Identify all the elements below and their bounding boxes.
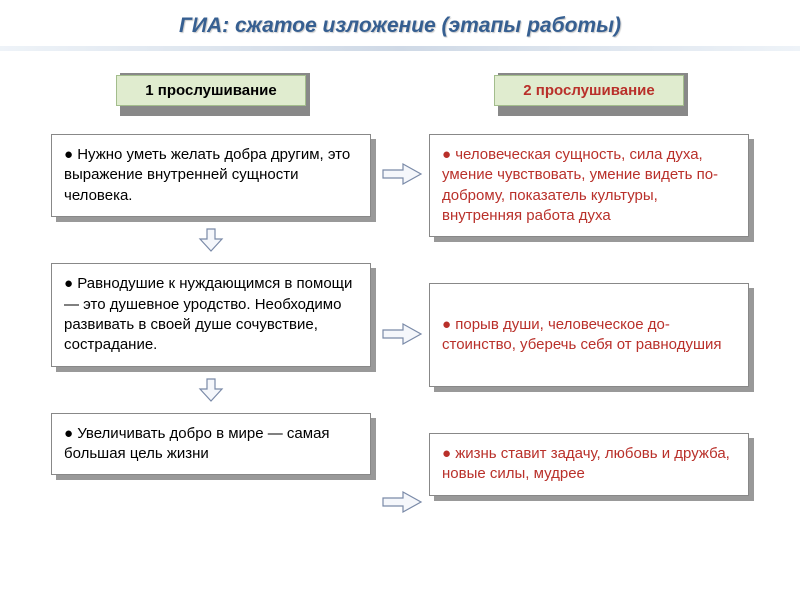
page-title: ГИА: сжатое изложение (этапы работы) bbox=[0, 0, 800, 46]
arrow-right-3 bbox=[381, 490, 423, 514]
right-box-2: ● порыв души, человеческое до­стоинство,… bbox=[429, 283, 749, 387]
header-left: 1 прослушивание bbox=[116, 69, 306, 112]
arrow-down-2 bbox=[196, 377, 226, 403]
right-box-3: ● жизнь ставит задачу, любовь и дружба, … bbox=[429, 433, 749, 496]
arrow-right-2 bbox=[381, 322, 423, 346]
right-box-2-text: ● порыв души, человеческое до­стоинство,… bbox=[442, 315, 736, 356]
header-right: 2 прослушивание bbox=[494, 69, 684, 112]
arrow-right-1 bbox=[381, 162, 423, 186]
right-box-1: ● человеческая сущность, сила духа, умен… bbox=[429, 134, 749, 237]
arrow-down-1 bbox=[196, 227, 226, 253]
left-box-2: ● Равнодушие к нуждающимся в помощи — эт… bbox=[51, 263, 371, 367]
left-box-3: ● Увеличивать добро в мире — самая больш… bbox=[51, 413, 371, 476]
left-box-3-text: ● Увеличивать добро в мире — самая больш… bbox=[64, 424, 358, 465]
header-right-label: 2 прослушивание bbox=[494, 75, 684, 106]
right-box-1-text: ● человеческая сущность, сила духа, умен… bbox=[442, 145, 736, 226]
left-box-1-text: ● Нужно уметь желать добра другим, это в… bbox=[64, 145, 358, 206]
header-left-label: 1 прослушивание bbox=[116, 75, 306, 106]
title-underline bbox=[0, 46, 800, 51]
right-box-3-text: ● жизнь ставит задачу, любовь и дружба, … bbox=[442, 444, 736, 485]
left-column: 1 прослушивание ● Нужно уметь желать доб… bbox=[51, 69, 371, 524]
columns-container: 1 прослушивание ● Нужно уметь желать доб… bbox=[0, 69, 800, 524]
left-box-1: ● Нужно уметь желать добра другим, это в… bbox=[51, 134, 371, 217]
right-column: 2 прослушивание ● человеческая сущность,… bbox=[429, 69, 749, 524]
left-box-2-text: ● Равнодушие к нуждающимся в помощи — эт… bbox=[64, 274, 358, 355]
